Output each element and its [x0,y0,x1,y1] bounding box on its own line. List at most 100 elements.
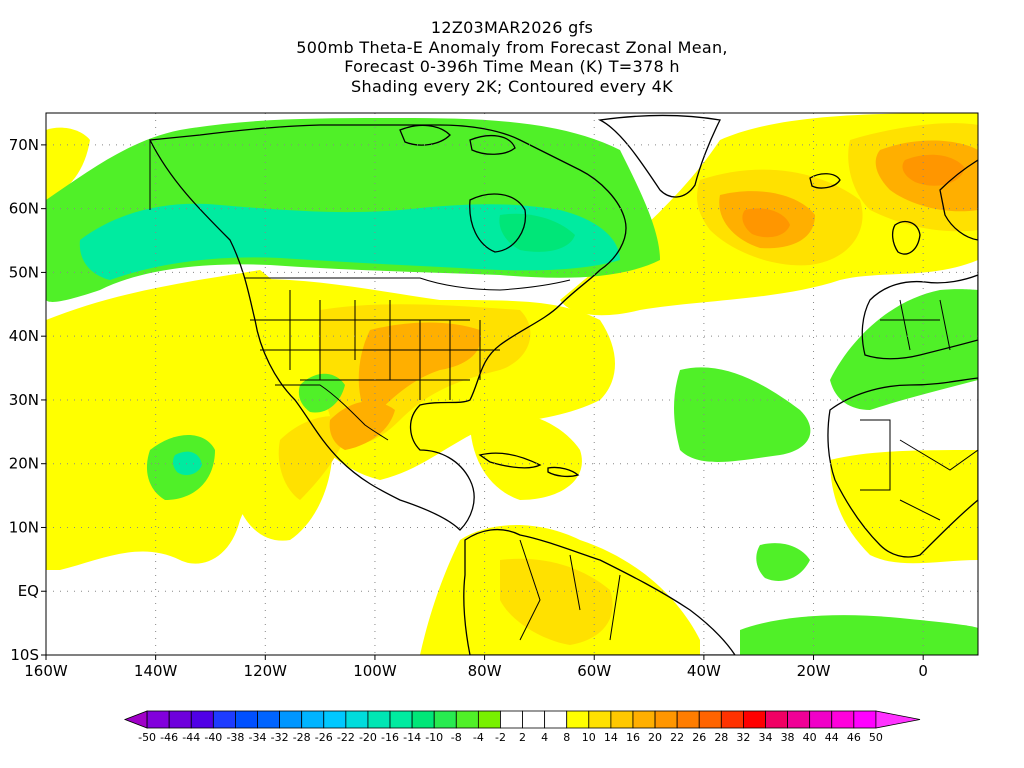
map-title-block: 12Z03MAR2026 gfs 500mb Theta-E Anomaly f… [0,18,1024,96]
colorbar-swatch [235,710,258,729]
colorbar-swatch [323,710,347,729]
lon-tick-label: 100W [353,662,397,680]
lat-tick-label: 10N [9,518,39,536]
colorbar-label: -34 [249,731,267,744]
shade-dkorange-nea [902,154,965,186]
shade-dkorange-natlantic [742,208,790,238]
colorbar-label: 2 [519,731,526,744]
colorbar-label: -38 [226,731,244,744]
colorbar-label: -46 [160,731,178,744]
colorbar-swatch [500,710,523,729]
coast-arctic-islands [399,124,516,155]
shade-teal-epac [172,451,202,476]
colorbar-label: 26 [692,731,706,744]
colorbar-label: -16 [381,731,399,744]
shade-yellow-arctic-west [46,127,90,200]
colorbar-label: 40 [803,731,817,744]
colorbar-swatch [720,710,744,729]
colorbar-swatch [632,710,656,729]
colorbar-swatch [610,710,634,729]
lat-tick-label: 70N [9,136,39,154]
lat-tick-label: 50N [9,263,39,281]
colorbar-label: 44 [825,731,839,744]
colorbar-label: -8 [451,731,462,744]
title-line-shading: Shading every 2K; Contoured every 4K [351,76,673,96]
border-us-states-b [250,319,500,381]
shade-green-satlantic [740,615,978,655]
coast-hudson-bay [469,193,527,253]
colorbar-swatch [279,710,303,729]
lon-tick-label: 160W [24,662,68,680]
border-us-states-a [289,290,481,400]
shade-green-atlantic [674,367,811,462]
colorbar-swatch [190,710,214,729]
colorbar-swatch [455,710,479,729]
colorbar-label: -40 [204,731,222,744]
coast-europe [861,274,978,360]
colorbar-swatch [566,710,590,729]
colorbar-label: -20 [359,731,377,744]
colorbar-arrow-high [875,710,921,729]
colorbar-label: -14 [403,731,421,744]
border-europe-countries [880,299,951,351]
colorbar-label: -2 [495,731,506,744]
colorbar: -50 -46 -44 -40 -38 -34 -32 -28 -26 -22 -20 -16 -14-… [123,710,921,744]
colorbar-swatch [809,710,833,729]
shade-green-tropatlantic [756,543,810,581]
title-line-variable: 500mb Theta-E Anomaly from Forecast Zona… [296,37,728,57]
colorbar-swatch [389,710,413,729]
colorbar-label: -4 [473,731,484,744]
colorbar-label: 10 [582,731,596,744]
colorbar-label: -28 [293,731,311,744]
lon-tick-label: 140W [134,662,178,680]
colorbar-label: 46 [847,731,861,744]
colorbar-label: 4 [541,731,548,744]
colorbar-label: -10 [425,731,443,744]
colorbar-label: -50 [138,731,156,744]
coast-greenland [597,114,721,198]
colorbar-swatch [654,710,678,729]
colorbar-swatch [544,710,568,729]
lat-tick-label: 40N [9,327,39,345]
border-us-canada [245,277,571,291]
colorbar-swatch [853,710,877,729]
colorbar-swatch [522,710,546,729]
colorbar-swatch [765,710,788,729]
title-line-run: 12Z03MAR2026 gfs [430,18,594,37]
lat-tick-label: 10S [10,646,39,664]
lon-tick-label: 20W [797,662,831,680]
colorbar-label: -44 [182,731,200,744]
colorbar-swatch [676,710,700,729]
colorbar-label: 14 [604,731,618,744]
colorbar-swatch [301,710,325,729]
lon-tick-label: 60W [577,662,611,680]
colorbar-label: 32 [736,731,750,744]
lat-tick-label: EQ [18,582,39,600]
lon-tick-label: 120W [244,662,288,680]
shade-green-southwest [298,373,345,413]
colorbar-label: -32 [271,731,289,744]
colorbar-arrow-low [123,710,148,729]
shade-green-europe [830,289,978,410]
shade-orange-gulf [329,401,395,450]
colorbar-label: 16 [626,731,640,744]
coast-iceland [809,173,841,189]
coast-southamerica [463,528,736,655]
lon-tick-label: 80W [468,662,502,680]
colorbar-label: -22 [337,731,355,744]
coast-northamerica [148,124,627,531]
plot-frame [45,112,979,656]
shade-cyan-canada [499,213,575,252]
colorbar-swatch [787,710,811,729]
colorbar-swatch [411,710,435,729]
lon-tick-label: 0 [918,662,928,680]
coastline-layer [148,114,978,655]
lat-tick-label: 60N [9,200,39,218]
colorbar-swatch [257,710,280,729]
colorbar-label: 28 [714,731,728,744]
border-sa-countries [519,539,621,641]
shading-layer [46,113,978,655]
colorbar-label: 20 [648,731,662,744]
colorbar-swatch [698,710,722,729]
